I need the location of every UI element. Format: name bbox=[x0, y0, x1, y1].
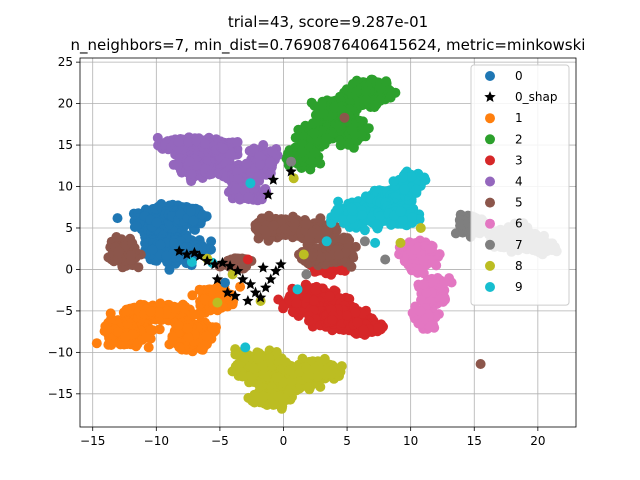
point-1 bbox=[120, 332, 131, 342]
point-3 bbox=[304, 315, 314, 326]
point-2 bbox=[297, 147, 308, 157]
point-3 bbox=[341, 310, 352, 321]
point-1 bbox=[227, 299, 238, 310]
point-1 bbox=[145, 306, 156, 317]
point-0 bbox=[155, 239, 166, 250]
point-1 bbox=[170, 304, 181, 315]
point-2 bbox=[307, 118, 318, 129]
point-2 bbox=[369, 100, 380, 111]
point-1 bbox=[143, 342, 154, 353]
point-0 bbox=[140, 238, 151, 249]
point-1 bbox=[145, 324, 156, 335]
point-1 bbox=[173, 320, 184, 331]
point-0 bbox=[151, 217, 162, 228]
point-0 bbox=[161, 250, 172, 261]
point-0 bbox=[206, 236, 217, 247]
point-1 bbox=[101, 324, 112, 335]
point-2 bbox=[347, 125, 358, 136]
point-1 bbox=[182, 323, 193, 334]
chart-title-line-1: trial=43, score=9.287e-01 bbox=[228, 13, 428, 31]
point-2 bbox=[309, 147, 320, 158]
point-1 bbox=[201, 331, 212, 341]
point-1 bbox=[174, 342, 185, 353]
point-2 bbox=[309, 128, 320, 139]
point-0 bbox=[112, 213, 123, 224]
point-2 bbox=[363, 123, 374, 134]
point-0 bbox=[164, 264, 175, 275]
point-3 bbox=[352, 317, 363, 328]
point-3 bbox=[373, 323, 383, 333]
point-0 bbox=[197, 209, 207, 220]
chart-title-line-2: n_neighbors=7, min_dist=0.76908764064156… bbox=[71, 36, 586, 55]
point-1 bbox=[91, 338, 102, 349]
point-1 bbox=[196, 344, 207, 355]
point-1 bbox=[210, 325, 221, 336]
point-2 bbox=[343, 139, 354, 150]
point-1 bbox=[121, 305, 132, 316]
point-0 bbox=[147, 244, 158, 255]
point-2 bbox=[316, 100, 327, 111]
point-0 bbox=[131, 221, 142, 232]
point-2 bbox=[361, 95, 372, 106]
point-3 bbox=[310, 285, 321, 296]
point-0 bbox=[188, 215, 199, 226]
point-3 bbox=[327, 314, 338, 325]
point-3 bbox=[324, 291, 335, 302]
plot-points bbox=[91, 74, 562, 414]
point-1 bbox=[183, 332, 194, 343]
point-0 bbox=[169, 238, 179, 248]
point-1 bbox=[167, 331, 178, 342]
point-0 bbox=[186, 206, 196, 217]
point-2 bbox=[361, 86, 371, 97]
point-2 bbox=[376, 83, 387, 94]
point-3 bbox=[291, 298, 302, 309]
point-1 bbox=[154, 307, 165, 318]
point-3 bbox=[309, 295, 319, 306]
point-1 bbox=[105, 308, 116, 319]
